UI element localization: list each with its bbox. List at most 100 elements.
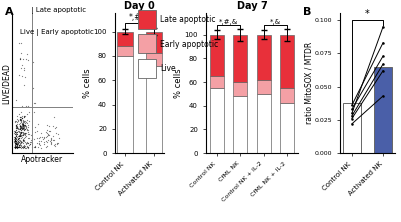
Point	[13, 139, 19, 143]
Point	[19, 136, 25, 139]
Point	[12, 137, 19, 141]
Point	[22, 125, 29, 129]
Point	[11, 139, 18, 143]
Point	[18, 119, 24, 122]
Point	[26, 132, 32, 136]
Bar	[233, 96, 247, 153]
Point	[18, 66, 24, 70]
Point	[14, 138, 20, 142]
Bar	[257, 80, 271, 94]
Bar	[257, 35, 271, 80]
Point	[18, 143, 24, 146]
Point	[20, 122, 26, 126]
Point	[21, 128, 28, 131]
Text: *,#,&: *,#,&	[129, 14, 150, 22]
Point	[20, 119, 27, 123]
Point	[15, 139, 21, 143]
Point	[38, 139, 45, 143]
Point	[14, 127, 21, 131]
Point	[17, 127, 23, 130]
Point	[17, 115, 23, 119]
Point	[30, 86, 36, 90]
Point	[53, 142, 60, 145]
Point	[16, 144, 22, 147]
Point	[15, 146, 22, 149]
Point	[17, 132, 23, 136]
Point	[44, 144, 50, 148]
Point	[12, 137, 18, 140]
Point	[12, 138, 18, 142]
Point	[19, 126, 26, 130]
Point	[22, 128, 28, 131]
Point	[16, 133, 23, 137]
Point	[21, 145, 28, 149]
Point	[26, 137, 32, 140]
Point	[17, 117, 23, 121]
Point	[28, 140, 34, 144]
Point	[15, 139, 21, 143]
Point	[13, 126, 20, 130]
Point	[41, 136, 48, 140]
Text: Live: Live	[160, 64, 176, 73]
Point	[13, 123, 19, 127]
Point	[14, 130, 20, 134]
Point	[20, 130, 27, 134]
Point	[52, 145, 58, 148]
Point	[13, 98, 19, 102]
Point	[19, 133, 25, 137]
Bar	[280, 88, 294, 103]
Point	[21, 131, 28, 135]
Point	[48, 141, 55, 144]
Point	[44, 123, 50, 127]
Point	[12, 119, 18, 123]
Point	[16, 124, 23, 128]
Point	[16, 112, 22, 116]
Point	[14, 137, 21, 141]
Point	[24, 144, 30, 147]
Point	[36, 137, 42, 140]
Point	[24, 128, 31, 131]
Point	[26, 142, 33, 145]
Point	[25, 142, 32, 145]
Point	[18, 125, 25, 128]
Point	[51, 127, 58, 130]
Point	[46, 125, 52, 128]
Point	[24, 129, 30, 132]
Point	[23, 57, 29, 61]
Point	[22, 146, 28, 149]
Point	[50, 134, 56, 137]
Point	[52, 142, 58, 145]
Title: Day 0: Day 0	[124, 1, 154, 11]
Point	[20, 139, 27, 142]
Point	[19, 105, 25, 108]
Text: *,#,&: *,#,&	[219, 19, 238, 25]
Point	[34, 141, 41, 145]
Point	[14, 143, 20, 147]
Point	[12, 131, 19, 134]
Point	[15, 143, 22, 146]
Point	[42, 135, 49, 138]
Point	[53, 132, 59, 135]
Point	[20, 123, 26, 127]
Point	[18, 144, 25, 148]
Point	[20, 141, 26, 145]
Point	[15, 136, 22, 139]
Point	[13, 129, 20, 132]
Point	[23, 142, 29, 145]
Point	[36, 142, 43, 145]
Point	[12, 142, 19, 146]
Point	[15, 145, 21, 149]
Point	[25, 131, 32, 134]
Point	[20, 138, 26, 142]
Point	[21, 83, 27, 87]
Point	[20, 126, 26, 129]
Point	[18, 126, 24, 129]
Point	[18, 124, 25, 127]
Point	[14, 125, 20, 128]
Point	[20, 121, 26, 124]
Point	[17, 125, 23, 129]
Point	[24, 104, 31, 108]
Point	[18, 131, 24, 134]
Point	[26, 110, 32, 113]
Point	[41, 142, 47, 146]
